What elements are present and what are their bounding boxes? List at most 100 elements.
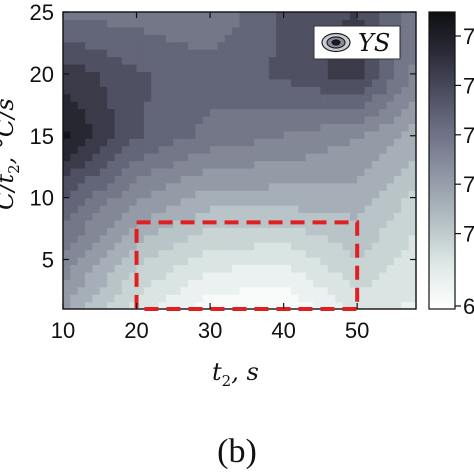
contour-cell — [393, 219, 402, 228]
contour-cell — [232, 153, 241, 162]
contour-cell — [85, 212, 94, 221]
contour-cell — [276, 108, 285, 117]
contour-cell — [313, 257, 321, 266]
contour-cell — [305, 249, 314, 258]
contour-cell — [107, 12, 116, 21]
contour-cell — [85, 160, 94, 169]
contour-cell — [320, 19, 329, 28]
contour-cell — [224, 301, 233, 309]
contour-cell — [327, 101, 336, 110]
contour-cell — [371, 93, 380, 102]
contour-cell — [254, 294, 263, 303]
contour-cell — [129, 212, 138, 221]
contour-cell — [254, 197, 263, 206]
contour-cell — [342, 182, 351, 191]
contour-cell — [283, 242, 292, 251]
contour-cell — [232, 49, 241, 58]
contour-cell — [261, 301, 270, 309]
contour-cell — [305, 86, 314, 95]
contour-cell — [283, 279, 292, 288]
contour-cell — [261, 264, 270, 273]
contour-cell — [357, 257, 366, 266]
contour-cell — [165, 264, 174, 273]
contour-cell — [114, 86, 123, 95]
contour-cell — [298, 56, 307, 65]
contour-cell — [165, 145, 174, 154]
contour-cell — [305, 264, 314, 273]
contour-cell — [393, 19, 402, 28]
contour-cell — [313, 212, 321, 221]
contour-cell — [371, 71, 380, 80]
legend-label: YS — [358, 29, 390, 57]
contour-cell — [158, 130, 167, 139]
contour-cell — [232, 63, 241, 72]
contour-cell — [379, 294, 388, 303]
contour-cell — [239, 197, 248, 206]
contour-cell — [298, 115, 307, 124]
contour-cell — [217, 101, 226, 110]
contour-cell — [121, 301, 130, 309]
contour-cell — [136, 264, 145, 273]
contour-cell — [129, 101, 138, 110]
contour-cell — [151, 205, 160, 214]
contour-cell — [63, 182, 71, 191]
contour-cell — [357, 167, 366, 176]
contour-cell — [77, 93, 86, 102]
contour-cell — [283, 167, 292, 176]
contour-cell — [320, 175, 329, 184]
contour-cell — [143, 41, 152, 50]
contour-cell — [77, 271, 86, 280]
contour-cell — [393, 86, 402, 95]
contour-cell — [313, 227, 321, 236]
contour-cell — [210, 279, 219, 288]
contour-cell — [261, 101, 270, 110]
contour-fill-layer — [63, 12, 416, 309]
x-tick-label: 10 — [51, 318, 75, 343]
contour-cell — [85, 34, 94, 43]
contour-cell — [92, 153, 101, 162]
contour-cell — [239, 167, 248, 176]
contour-cell — [77, 160, 86, 169]
contour-cell — [173, 234, 182, 243]
contour-cell — [283, 12, 292, 21]
contour-cell — [217, 257, 226, 266]
contour-cell — [290, 108, 299, 117]
contour-cell — [217, 271, 226, 280]
contour-cell — [121, 227, 130, 236]
contour-cell — [92, 286, 101, 295]
contour-cell — [364, 71, 373, 80]
contour-cell — [136, 115, 145, 124]
contour-cell — [151, 63, 160, 72]
contour-cell — [342, 93, 351, 102]
contour-cell — [210, 93, 219, 102]
contour-cell — [342, 294, 351, 303]
contour-cell — [379, 182, 388, 191]
contour-cell — [107, 197, 116, 206]
contour-cell — [143, 205, 152, 214]
contour-cell — [305, 34, 314, 43]
contour-cell — [342, 12, 351, 21]
contour-cell — [99, 219, 108, 228]
contour-cell — [129, 264, 138, 273]
contour-cell — [276, 145, 285, 154]
contour-cell — [276, 49, 285, 58]
contour-cell — [70, 197, 79, 206]
contour-cell — [393, 63, 402, 72]
contour-cell — [151, 93, 160, 102]
contour-cell — [195, 153, 204, 162]
contour-cell — [371, 249, 380, 258]
contour-cell — [268, 301, 277, 309]
contour-cell — [371, 197, 380, 206]
contour-cell — [210, 264, 219, 273]
contour-cell — [371, 242, 380, 251]
contour-cell — [386, 219, 395, 228]
contour-cell — [254, 108, 263, 117]
contour-cell — [320, 130, 329, 139]
contour-cell — [283, 257, 292, 266]
contour-cell — [143, 34, 152, 43]
contour-cell — [349, 167, 358, 176]
contour-cell — [364, 78, 373, 87]
contour-cell — [188, 34, 196, 43]
contour-cell — [114, 130, 123, 139]
contour-cell — [371, 123, 380, 132]
